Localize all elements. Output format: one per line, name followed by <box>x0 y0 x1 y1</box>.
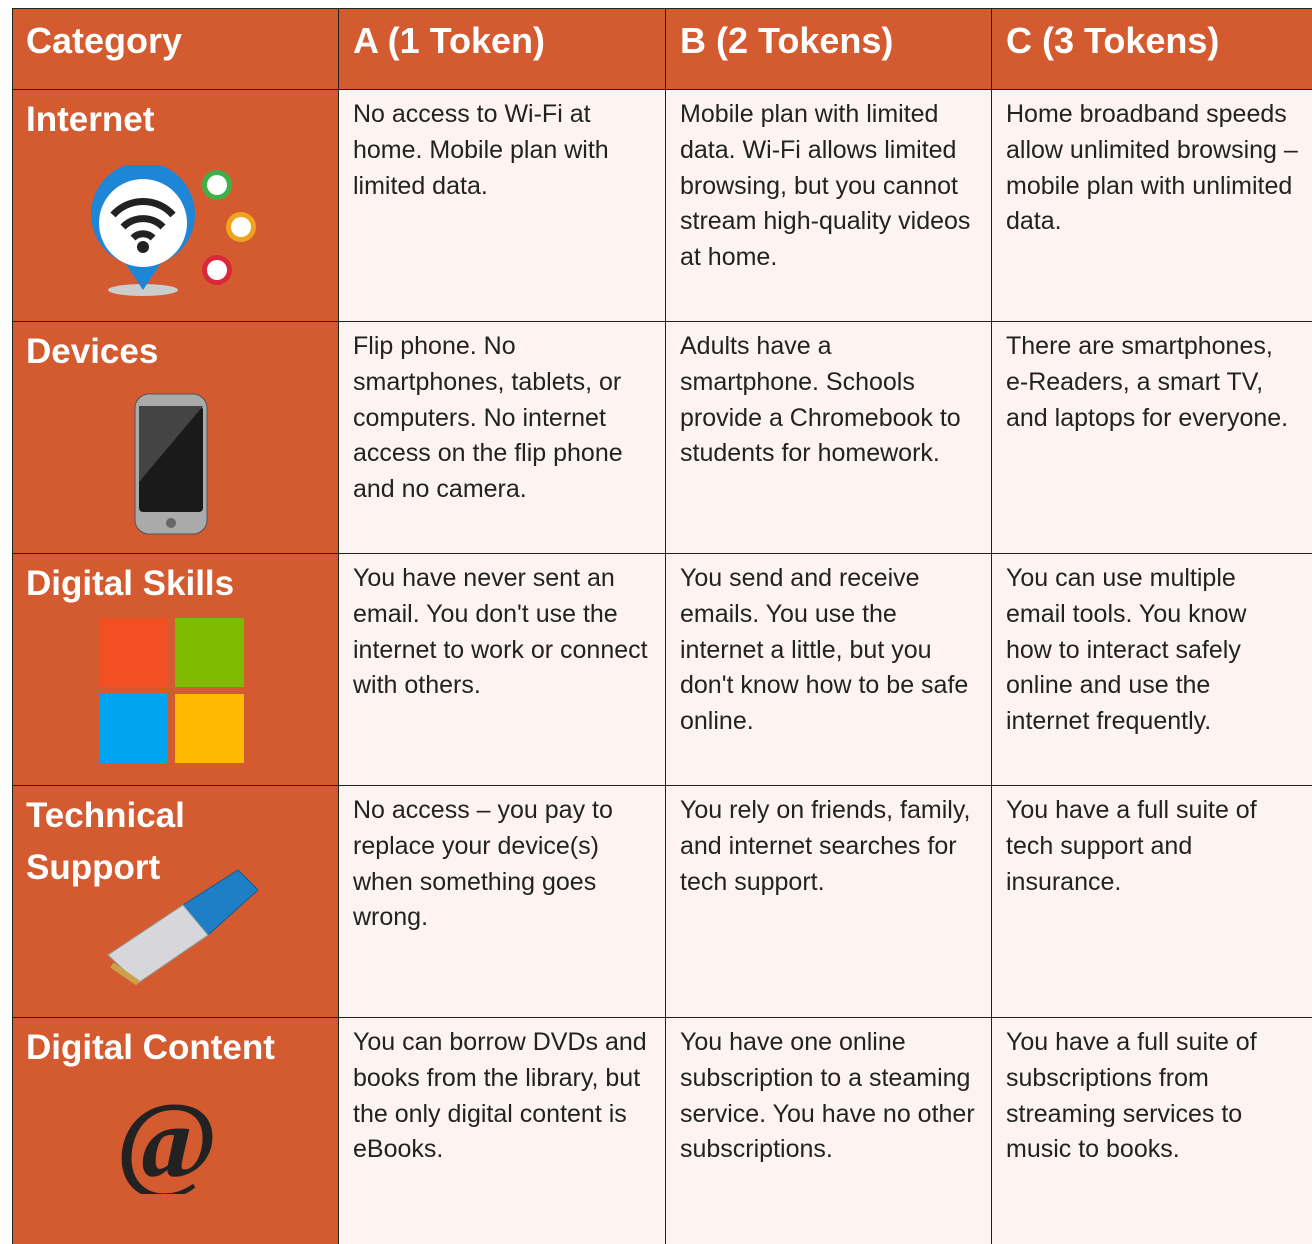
table-cell: You have a full suite of subscriptions f… <box>992 1018 1312 1244</box>
table-cell: No access – you pay to replace your devi… <box>339 786 666 1018</box>
category-cell: Digital Content <box>12 1018 339 1244</box>
wifi-icon <box>91 165 256 296</box>
squares-icon <box>99 618 244 763</box>
table-cell: Mobile plan with limited data. Wi-Fi all… <box>666 90 992 322</box>
table-cell: You have one online subscription to a st… <box>666 1018 992 1244</box>
at-icon: @ <box>116 1098 218 1194</box>
table-cell: There are smartphones, e-Readers, a smar… <box>992 322 1312 554</box>
phone-icon <box>134 393 208 535</box>
category-cell: Technical Support <box>12 786 339 1018</box>
table-cell: No access to Wi-Fi at home. Mobile plan … <box>339 90 666 322</box>
table-cell: You can use multiple email tools. You kn… <box>992 554 1312 786</box>
header-cell: Category <box>12 8 339 90</box>
table-cell: You have never sent an email. You don't … <box>339 554 666 786</box>
table-cell: Adults have a smartphone. Schools provid… <box>666 322 992 554</box>
header-cell: C (3 Tokens) <box>992 8 1312 90</box>
ethernet-icon <box>107 869 259 986</box>
table-cell: You can borrow DVDs and books from the l… <box>339 1018 666 1244</box>
category-cell: Internet <box>12 90 339 322</box>
table-cell: Home broadband speeds allow unlimited br… <box>992 90 1312 322</box>
table-cell: You send and receive emails. You use the… <box>666 554 992 786</box>
table-cell: You rely on friends, family, and interne… <box>666 786 992 1018</box>
svg-text:@: @ <box>116 1098 218 1194</box>
table-cell: You have a full suite of tech support an… <box>992 786 1312 1018</box>
header-cell: A (1 Token) <box>339 8 666 90</box>
header-cell: B (2 Tokens) <box>666 8 992 90</box>
table-cell: Flip phone. No smartphones, tablets, or … <box>339 322 666 554</box>
